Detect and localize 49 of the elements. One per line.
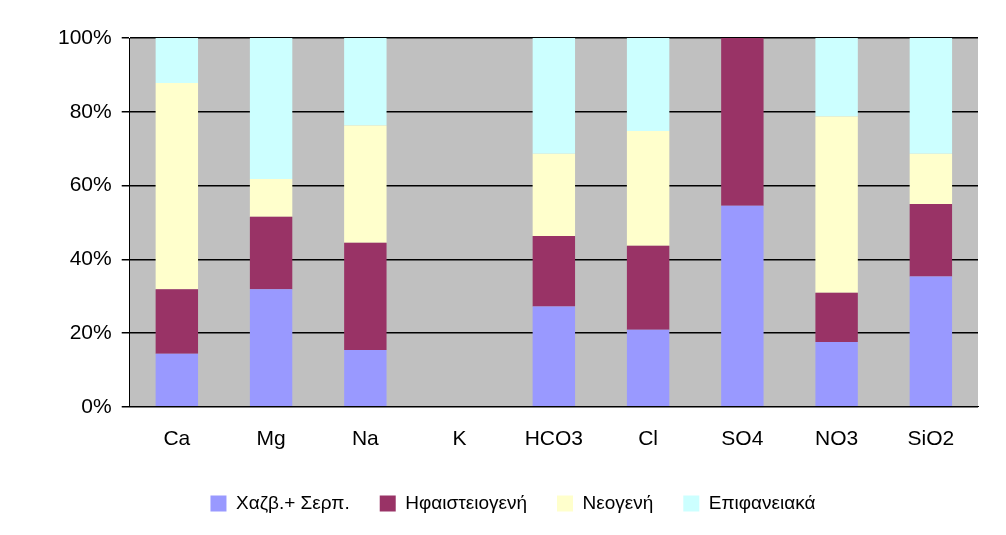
x-tick-label: Na	[351, 426, 380, 450]
bar	[815, 341, 858, 407]
bar	[815, 38, 858, 117]
bar	[344, 350, 387, 407]
y-tick-label: 0%	[81, 393, 112, 417]
y-tick-label: 100%	[57, 24, 112, 48]
legend-label: Χαζβ.+ Σερπ.	[235, 491, 350, 513]
y-tick-label: 20%	[69, 319, 112, 343]
bar	[721, 38, 764, 206]
x-tick-label: Ca	[163, 426, 191, 450]
bar	[909, 38, 953, 154]
x-tick-label: SO4	[721, 426, 764, 450]
bar	[909, 203, 953, 277]
bar	[532, 38, 576, 154]
x-tick-label: K	[452, 426, 467, 450]
bar	[344, 125, 387, 243]
legend-label: Ηφαιστειογενή	[405, 491, 528, 513]
bar	[249, 216, 293, 290]
bar	[249, 38, 293, 179]
bar	[626, 329, 670, 407]
bar	[344, 242, 387, 351]
bar	[155, 353, 199, 407]
bar	[815, 116, 858, 293]
x-tick-label: Mg	[256, 426, 286, 450]
y-tick-label: 80%	[69, 98, 112, 122]
bar	[155, 38, 199, 83]
bar	[626, 245, 670, 330]
bar	[626, 130, 670, 246]
bar	[909, 153, 953, 204]
y-tick-label: 40%	[69, 246, 112, 270]
bar	[532, 236, 576, 307]
bar	[249, 289, 293, 407]
bar	[344, 38, 387, 126]
x-tick-label: NO3	[815, 426, 859, 450]
y-tick-label: 60%	[69, 172, 112, 196]
legend-label: Νεογενή	[582, 491, 654, 513]
x-tick-label: HCO3	[524, 426, 584, 450]
bar	[909, 276, 953, 407]
bar	[721, 205, 764, 407]
bar	[155, 289, 199, 354]
bar	[532, 306, 576, 407]
x-tick-label: Cl	[638, 426, 659, 450]
bar	[815, 292, 858, 342]
bar	[249, 178, 293, 217]
bar	[626, 38, 670, 131]
bar	[532, 153, 576, 237]
x-tick-label: SiO2	[907, 426, 955, 450]
bar	[155, 82, 199, 290]
legend-label: Επιφανειακά	[708, 491, 816, 513]
